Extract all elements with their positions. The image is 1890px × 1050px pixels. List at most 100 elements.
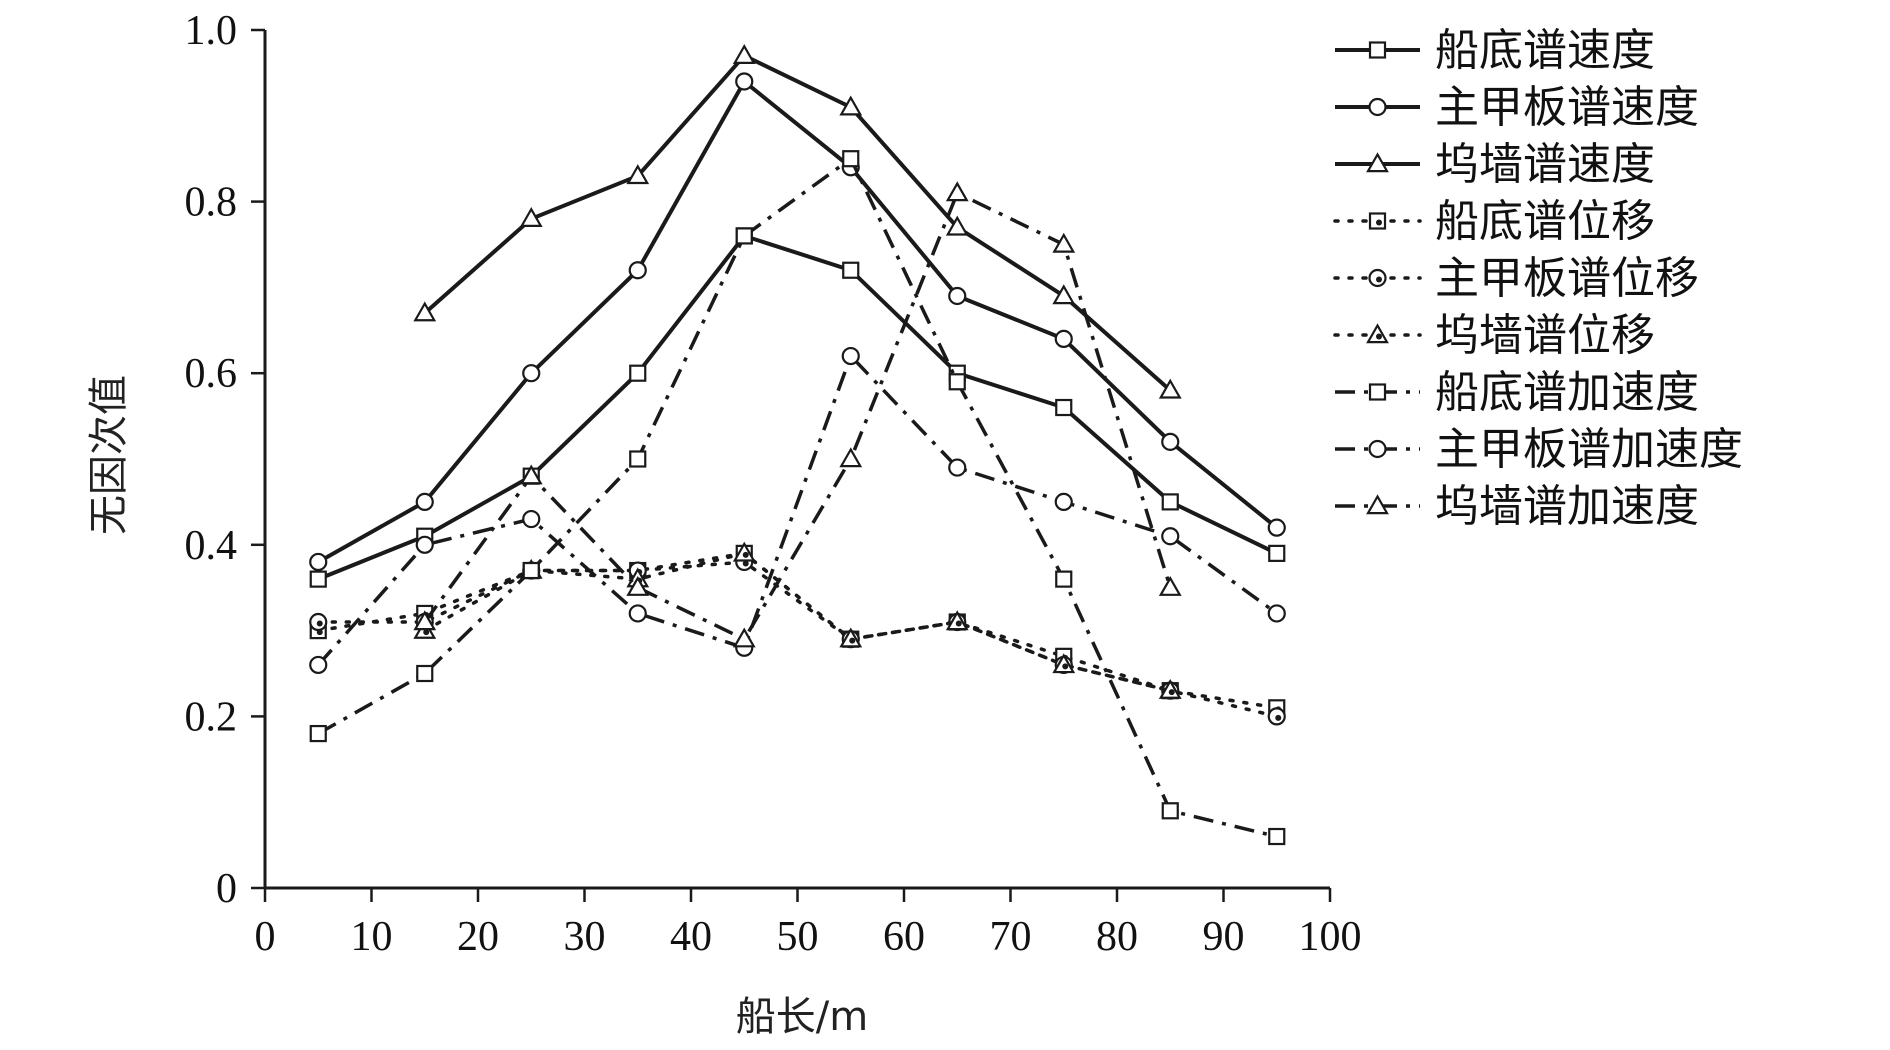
legend-item: 坞墙谱速度 [1335,139,1655,190]
data-point [732,44,756,64]
data-point-center [1168,689,1175,696]
legend-marker [1368,97,1387,117]
data-point [735,72,754,91]
data-point [842,261,860,279]
legend-label: 坞墙谱加速度 [1435,481,1699,532]
series-line [317,156,1278,839]
legend-marker [1368,41,1387,59]
legend-label: 主甲板谱位移 [1435,253,1699,304]
series-line [317,78,1279,564]
y-tick-label: 0.6 [185,351,238,397]
series-7 [309,150,1286,846]
data-point [415,492,434,511]
data-point [1158,678,1182,699]
series-line [317,233,1278,581]
data-point [519,207,543,227]
chart-legend: 船底谱速度主甲板谱速度坞墙谱速度船底谱位移主甲板谱位移坞墙谱位移船底谱加速度主甲… [1333,25,1743,532]
data-point [626,575,650,596]
legend-item: 船底谱位移 [1333,196,1655,247]
data-point [841,346,860,366]
legend-marker-center [1376,333,1382,340]
y-axis-title: 无因次值 [86,375,132,535]
chart-axes: 0 10 20 30 40 50 60 70 80 90 100 0 0.2 0.4 0.6 0.8 1.0 [185,8,1362,960]
data-point [842,150,860,168]
data-point-center [742,560,749,567]
data-point-center [423,629,430,636]
data-point [309,655,328,675]
x-tick-label: 50 [777,914,819,960]
data-point [1268,827,1286,846]
data-point [1055,398,1073,417]
legend-item: 船底谱加速度 [1335,367,1699,418]
data-point-center [849,637,856,644]
legend-marker [1366,494,1389,515]
y-tick-label: 0 [216,866,237,912]
x-tick-label: 20 [457,914,499,960]
data-point [1161,493,1179,511]
data-point [1161,527,1180,546]
data-point [309,552,328,572]
legend-item: 主甲板谱加速度 [1335,424,1743,475]
data-point-center [742,551,749,558]
data-point [945,181,969,202]
legend-label: 坞墙谱位移 [1435,310,1655,361]
data-point [522,364,541,383]
data-point [309,724,327,743]
data-point [1158,575,1182,596]
x-tick-label: 90 [1203,914,1245,960]
x-tick-label: 60 [883,914,925,960]
data-point [415,535,434,554]
x-tick-label: 30 [564,914,606,960]
series-line [423,190,1172,642]
x-tick-label: 10 [351,914,393,960]
legend-label: 主甲板谱加速度 [1435,424,1743,475]
legend-item: 坞墙谱加速度 [1335,481,1699,532]
data-point [735,227,753,245]
x-axis-title: 船长/m [736,994,868,1040]
data-point [948,458,967,477]
series-8 [309,346,1286,675]
data-point-center [1275,714,1282,721]
y-tick-label: 0.8 [185,180,238,226]
x-tick-label: 70 [990,914,1032,960]
data-point [522,561,540,580]
data-point [522,509,541,529]
data-point-center [1062,663,1069,670]
x-tick-label: 100 [1299,914,1362,960]
legend-marker-center [1376,219,1382,226]
data-point [945,610,969,631]
data-point [732,541,756,562]
data-point [628,261,647,280]
x-tick-label: 0 [255,914,276,960]
legend-item: 主甲板谱位移 [1333,253,1699,304]
series-2 [309,72,1286,572]
series-line [316,551,1279,710]
data-point [629,364,647,382]
data-point [309,570,327,588]
legend-label: 坞墙谱速度 [1435,139,1655,190]
y-tick-label: 0.4 [185,523,238,569]
data-point [839,447,863,468]
data-point [628,604,647,623]
legend-item: 船底谱速度 [1335,25,1655,76]
data-point-center [316,620,323,627]
data-point [416,664,434,683]
x-tick-label: 80 [1096,914,1138,960]
y-tick-label: 1.0 [185,8,238,54]
data-point [626,164,650,185]
data-point [948,286,967,306]
data-point [1052,232,1076,253]
data-point [1161,432,1180,451]
y-tick-label: 0.2 [185,694,238,740]
legend-item: 主甲板谱速度 [1335,82,1699,133]
data-point [519,464,543,485]
series-line [423,53,1172,392]
series-4 [309,544,1286,717]
data-point [1052,653,1076,674]
x-tick-label: 40 [670,914,712,960]
legend-label: 船底谱速度 [1435,25,1655,76]
data-point [1052,284,1076,305]
legend-marker [1368,383,1387,401]
data-point [1054,329,1073,348]
